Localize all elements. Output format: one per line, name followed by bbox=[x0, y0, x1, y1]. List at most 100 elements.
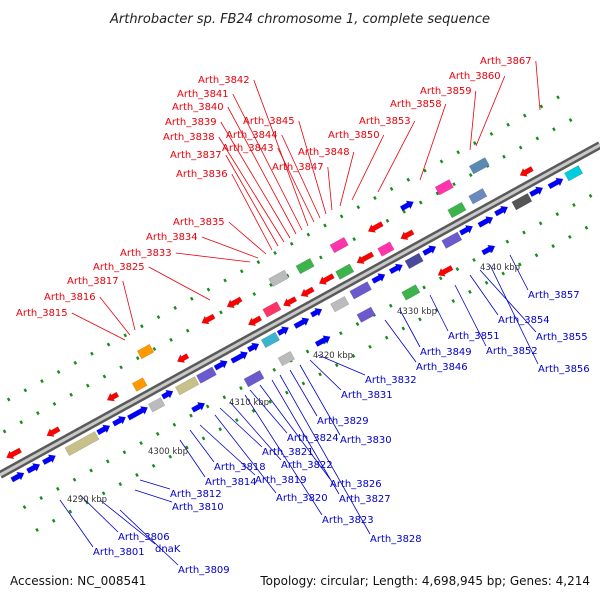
track-dot bbox=[272, 367, 277, 372]
leader-line bbox=[384, 319, 417, 363]
track-dot bbox=[235, 418, 239, 423]
track-dot bbox=[552, 127, 556, 132]
gene-box bbox=[260, 331, 280, 349]
gene-label-bottom: Arth_3812 bbox=[170, 489, 222, 500]
leader-line bbox=[201, 236, 259, 259]
track-dot bbox=[556, 95, 560, 100]
track-dot bbox=[135, 356, 140, 361]
gene-label-top: Arth_3833 bbox=[120, 248, 172, 259]
track-dot bbox=[318, 372, 322, 377]
label-leader-lines bbox=[59, 60, 541, 566]
gene-box bbox=[511, 193, 533, 211]
leader-line bbox=[259, 384, 331, 480]
backbone-highlight bbox=[0, 143, 600, 477]
gene-label-bottom: Arth_3801 bbox=[93, 547, 145, 558]
gene-arrow bbox=[248, 315, 263, 327]
track-dot bbox=[151, 463, 156, 468]
track-dot bbox=[418, 317, 422, 322]
track-dot bbox=[305, 349, 310, 354]
gene-label-top: Arth_3825 bbox=[93, 262, 145, 273]
gene-label-bottom: Arth_3854 bbox=[498, 315, 550, 326]
leader-line bbox=[535, 60, 541, 111]
track-dot bbox=[23, 388, 28, 393]
gene-box bbox=[434, 179, 454, 196]
track-dot bbox=[539, 104, 544, 109]
track-dot bbox=[584, 225, 589, 230]
track-dot bbox=[156, 315, 161, 320]
track-dot bbox=[52, 401, 57, 406]
gene-label-bottom: Arth_3846 bbox=[416, 362, 468, 373]
track-dot bbox=[268, 399, 272, 404]
gene-box bbox=[564, 165, 584, 182]
track-dot bbox=[122, 450, 127, 455]
leader-line bbox=[220, 121, 291, 239]
leader-line bbox=[79, 494, 119, 533]
leader-line bbox=[99, 296, 131, 336]
gene-label-top: Arth_3847 bbox=[272, 162, 324, 173]
gene-label-bottom: Arth_3830 bbox=[340, 435, 392, 446]
track-dot bbox=[222, 395, 227, 400]
track-dot bbox=[435, 191, 440, 196]
leader-line bbox=[179, 439, 206, 478]
gene-box bbox=[356, 306, 376, 323]
track-dot bbox=[468, 289, 472, 294]
track-dot bbox=[140, 324, 144, 329]
gene-label-top: Arth_3858 bbox=[390, 99, 442, 110]
gene-label-bottom: Arth_3809 bbox=[178, 565, 230, 576]
leader-line bbox=[227, 106, 297, 235]
gene-label-top: Arth_3815 bbox=[16, 308, 68, 319]
track-dot bbox=[185, 445, 189, 450]
track-dot bbox=[155, 431, 160, 436]
track-dot bbox=[452, 182, 456, 187]
track-dot bbox=[588, 193, 593, 198]
track-dot bbox=[106, 342, 111, 347]
track-dot bbox=[551, 244, 555, 249]
gene-box bbox=[175, 376, 200, 396]
gene-arrow bbox=[161, 389, 174, 400]
position-tick-label: 4340 kbp bbox=[480, 263, 520, 273]
track-dot bbox=[402, 209, 406, 214]
track-dot bbox=[334, 363, 339, 368]
gene-label-bottom: Arth_3827 bbox=[339, 494, 391, 505]
gene-arrow bbox=[41, 454, 56, 466]
track-dot bbox=[256, 260, 261, 265]
track-dot bbox=[269, 282, 273, 287]
track-dot bbox=[506, 122, 510, 127]
gene-label-bottom: Arth_3849 bbox=[420, 347, 472, 358]
track-dot bbox=[101, 491, 106, 496]
gene-arrow bbox=[318, 273, 335, 285]
leader-line bbox=[489, 264, 539, 365]
gene-arrow bbox=[367, 221, 384, 233]
track-dot bbox=[68, 509, 73, 514]
track-dot bbox=[189, 413, 193, 418]
gene-label-bottom: Arth_3822 bbox=[281, 460, 333, 471]
genome-summary-text: Topology: circular; Length: 4,698,945 bp… bbox=[259, 574, 590, 588]
gene-label-top: Arth_3837 bbox=[170, 150, 222, 161]
leader-line bbox=[429, 294, 449, 332]
gene-label-bottom: Arth_3855 bbox=[536, 332, 588, 343]
position-tick-label: 4330 kbp bbox=[397, 307, 437, 317]
gene-arrow bbox=[10, 471, 25, 483]
track-dot bbox=[472, 257, 476, 262]
track-dot bbox=[455, 267, 460, 272]
gene-box bbox=[136, 343, 155, 360]
leader-line bbox=[122, 280, 136, 331]
leader-line bbox=[469, 274, 499, 316]
gene-label-top: Arth_3842 bbox=[198, 75, 250, 86]
gene-label-top: Arth_3834 bbox=[146, 232, 198, 243]
track-dot bbox=[484, 280, 489, 285]
track-dot bbox=[438, 276, 443, 281]
track-dot bbox=[356, 205, 361, 210]
gene-arrow bbox=[300, 286, 315, 298]
leader-line bbox=[271, 379, 340, 495]
track-dot bbox=[239, 386, 243, 391]
gene-box bbox=[468, 188, 488, 205]
chromosome-backbone bbox=[0, 141, 600, 479]
leader-line bbox=[232, 93, 303, 231]
gene-arrow bbox=[494, 205, 509, 217]
gene-label-bottom: Arth_3856 bbox=[538, 364, 590, 375]
gene-box bbox=[196, 366, 217, 384]
leader-line bbox=[509, 254, 529, 291]
track-dot bbox=[518, 262, 522, 267]
gene-label-bottom: Arth_3820 bbox=[276, 493, 328, 504]
